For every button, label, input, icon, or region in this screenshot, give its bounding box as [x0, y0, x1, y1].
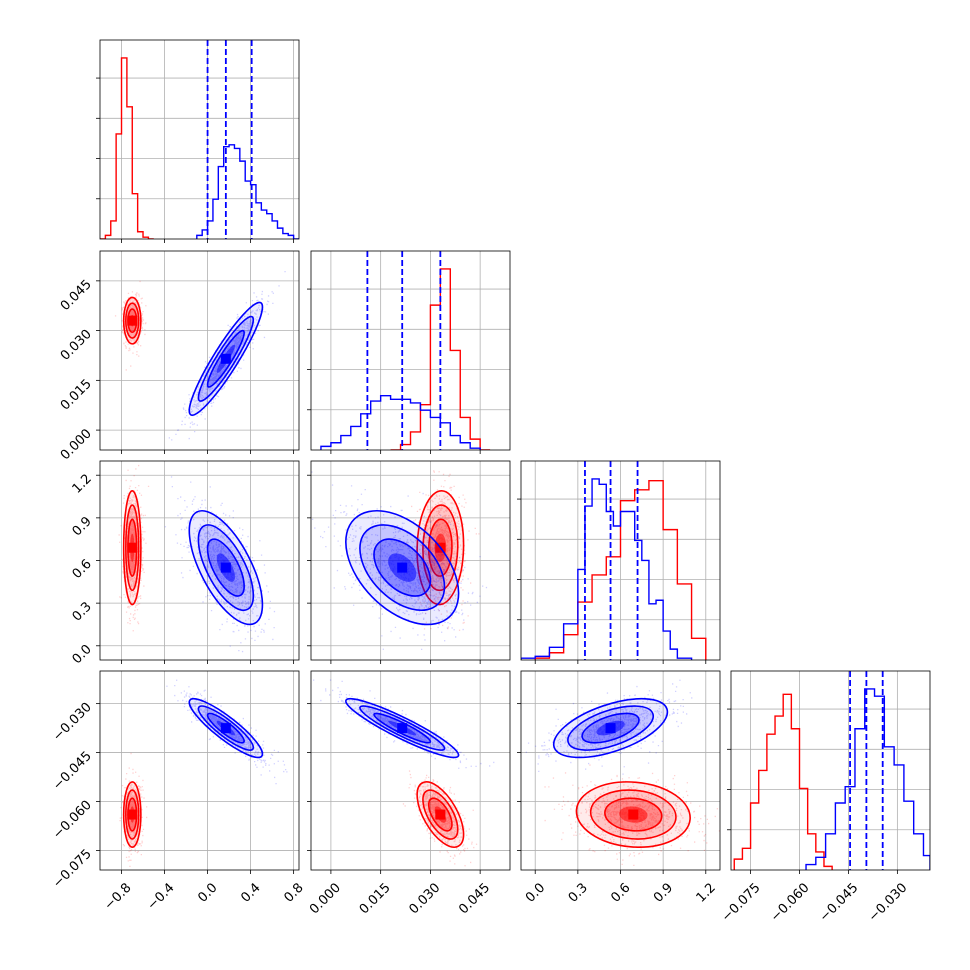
tick-label-x: 0.045 — [456, 880, 493, 917]
tick-label-x: 0.3 — [566, 880, 591, 905]
tick-label-x: −0.060 — [768, 880, 813, 925]
tick-label-x: −0.8 — [102, 880, 135, 913]
scatter-points — [525, 679, 693, 775]
scatter-panel-0-3 — [96, 670, 300, 874]
tick-label-x: 1.2 — [694, 880, 719, 905]
histogram-panel-0 — [96, 39, 300, 243]
panel-frame — [310, 670, 511, 871]
tick-label-y: 0.015 — [58, 377, 95, 414]
tick-label-x: 0.015 — [357, 880, 394, 917]
tick-label-y: −0.030 — [50, 700, 95, 745]
density-peak — [397, 562, 408, 573]
scatter-panel-1-3 — [307, 670, 511, 874]
histogram-panel-1 — [307, 250, 511, 454]
scatter-panel-2-3 — [517, 670, 721, 874]
tick-label-y: 0.030 — [58, 327, 95, 364]
histogram-step — [100, 57, 154, 239]
histogram-step — [320, 394, 481, 450]
density-peak — [220, 562, 231, 573]
density-peak — [220, 353, 231, 364]
tick-label-x: 0.0 — [523, 880, 548, 905]
histogram-step — [733, 693, 833, 870]
tick-label-y: 0.0 — [70, 642, 95, 667]
tick-label-x: −0.4 — [145, 880, 178, 913]
histogram-panel-2 — [517, 460, 721, 664]
histogram-step — [521, 478, 693, 660]
density-peak — [220, 723, 231, 734]
panel-frame — [99, 250, 300, 451]
tick-label-x: 0.0 — [195, 880, 220, 905]
histogram-step — [805, 688, 930, 870]
panel-frame — [310, 250, 511, 451]
tick-label-y: 0.045 — [58, 277, 95, 314]
tick-label-y: 0.6 — [70, 557, 95, 582]
panel-frame — [730, 670, 931, 871]
scatter-panel-0-2 — [96, 460, 300, 664]
tick-label-y: −0.060 — [50, 798, 95, 843]
tick-label-x: 0.9 — [651, 880, 676, 905]
tick-label-x: 0.6 — [608, 880, 633, 905]
tick-label-x: 0.4 — [238, 880, 263, 905]
histogram-step — [534, 480, 707, 660]
tick-label-x: −0.075 — [719, 880, 764, 925]
density-peak — [127, 542, 138, 553]
scatter-panel-0-1 — [96, 250, 300, 454]
tick-label-y: 0.000 — [58, 426, 95, 463]
histogram-step — [196, 144, 299, 239]
density-peak — [435, 809, 446, 820]
tick-label-y: 0.9 — [70, 514, 95, 539]
density-peak — [397, 723, 408, 734]
tick-label-y: −0.075 — [50, 847, 95, 892]
tick-label-y: −0.045 — [50, 749, 95, 794]
tick-label-x: 0.8 — [281, 880, 306, 905]
tick-label-x: −0.045 — [817, 880, 862, 925]
tick-label-x: −0.030 — [866, 880, 911, 925]
tick-label-x: 0.030 — [407, 880, 444, 917]
tick-label-y: 1.2 — [70, 471, 95, 496]
panel-frame — [99, 39, 300, 240]
tick-label-y: 0.3 — [70, 599, 95, 624]
panel-frame — [99, 670, 300, 871]
density-peak — [127, 809, 138, 820]
tick-label-x: 0.000 — [307, 880, 344, 917]
density-peak — [127, 315, 138, 326]
density-peak — [605, 723, 616, 734]
histogram-panel-3 — [727, 670, 931, 874]
density-peak — [628, 809, 639, 820]
scatter-panel-1-2 — [307, 460, 511, 664]
